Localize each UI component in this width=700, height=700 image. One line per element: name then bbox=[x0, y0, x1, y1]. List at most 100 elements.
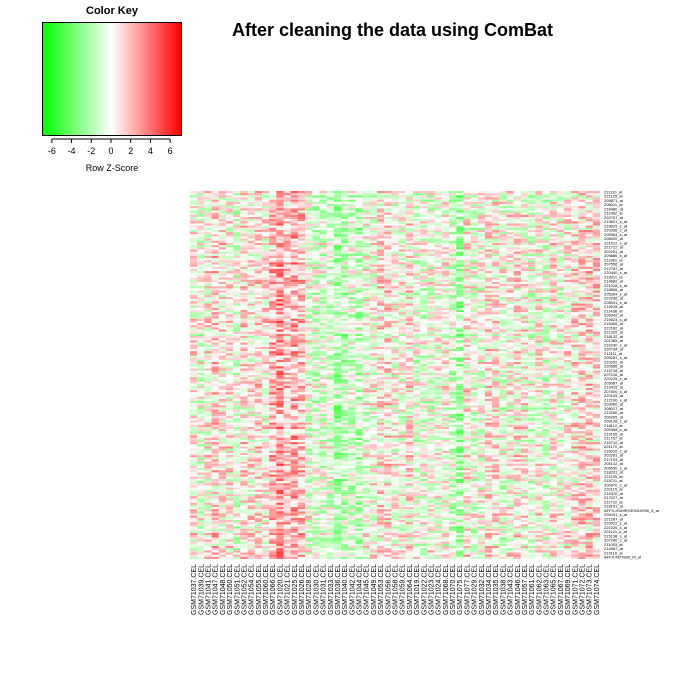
heatmap-cell bbox=[355, 277, 363, 280]
heatmap-cell bbox=[542, 260, 550, 263]
heatmap-cell bbox=[305, 195, 313, 198]
heatmap-cell bbox=[197, 227, 205, 231]
heatmap-cell bbox=[297, 193, 306, 196]
heatmap-cell bbox=[384, 225, 392, 228]
heatmap-cell bbox=[369, 288, 378, 291]
heatmap-cell bbox=[283, 266, 291, 269]
heatmap-cell bbox=[312, 203, 320, 207]
heatmap-cell bbox=[542, 238, 550, 241]
heatmap-cell bbox=[528, 279, 536, 282]
heatmap-cell bbox=[297, 305, 306, 308]
heatmap-cell bbox=[535, 245, 543, 248]
heatmap-cell bbox=[355, 238, 363, 241]
heatmap-cell bbox=[585, 245, 593, 248]
heatmap-cell bbox=[535, 303, 543, 306]
heatmap-cell bbox=[484, 281, 493, 285]
heatmap-cell bbox=[283, 294, 291, 298]
heatmap-cell bbox=[405, 245, 414, 248]
heatmap-cell bbox=[233, 223, 241, 226]
heatmap-cell bbox=[578, 247, 586, 250]
heatmap-cell bbox=[513, 297, 521, 300]
heatmap-cell bbox=[247, 203, 255, 207]
heatmap-cell bbox=[225, 214, 234, 218]
heatmap-cell bbox=[276, 262, 284, 265]
heatmap-cell bbox=[499, 229, 507, 233]
heatmap-cell bbox=[556, 290, 565, 293]
heatmap-cell bbox=[463, 219, 471, 222]
heatmap-cell bbox=[448, 240, 457, 243]
heatmap-cell bbox=[297, 262, 306, 265]
heatmap-cell bbox=[348, 197, 356, 200]
heatmap-cell bbox=[333, 255, 342, 259]
heatmap-cell bbox=[549, 199, 557, 202]
heatmap-cell bbox=[218, 212, 227, 215]
heatmap-cell bbox=[434, 268, 442, 272]
heatmap-cell bbox=[297, 258, 306, 261]
heatmap-cell bbox=[355, 255, 363, 259]
heatmap-cell bbox=[420, 266, 428, 269]
heatmap-cell bbox=[441, 253, 449, 256]
heatmap-cell bbox=[492, 223, 500, 226]
heatmap-cell bbox=[384, 227, 392, 231]
heatmap-cell bbox=[240, 247, 248, 250]
heatmap-cell bbox=[391, 305, 399, 308]
heatmap-cell bbox=[369, 264, 378, 267]
heatmap-cell bbox=[412, 219, 421, 222]
heatmap-cell bbox=[535, 249, 543, 252]
heatmap-cell bbox=[247, 292, 255, 295]
heatmap-cell bbox=[549, 208, 557, 211]
heatmap-cell bbox=[592, 288, 600, 291]
heatmap-cell bbox=[506, 277, 514, 280]
heatmap-cell bbox=[506, 290, 514, 293]
heatmap-cell bbox=[542, 303, 550, 306]
heatmap-cell bbox=[355, 275, 363, 278]
heatmap-cell bbox=[448, 210, 457, 213]
heatmap-cell bbox=[448, 219, 457, 222]
heatmap-cell bbox=[247, 208, 255, 211]
heatmap-cell bbox=[312, 208, 320, 211]
heatmap-cell bbox=[197, 201, 205, 205]
heatmap-cell bbox=[499, 264, 507, 267]
heatmap-cell bbox=[492, 197, 500, 200]
heatmap-cell bbox=[405, 197, 414, 200]
heatmap-cell bbox=[441, 240, 449, 243]
heatmap-cell bbox=[499, 260, 507, 263]
heatmap-cell bbox=[513, 208, 521, 211]
heatmap-cell bbox=[384, 271, 392, 274]
heatmap-cell bbox=[326, 277, 334, 280]
heatmap-cell bbox=[456, 238, 464, 241]
heatmap-cell bbox=[326, 216, 334, 220]
heatmap-cell bbox=[564, 292, 572, 295]
heatmap-cell bbox=[571, 251, 579, 254]
heatmap-cell bbox=[592, 292, 600, 295]
heatmap-cell bbox=[513, 249, 521, 252]
heatmap-cell bbox=[535, 305, 543, 308]
heatmap-cell bbox=[412, 238, 421, 241]
heatmap-cell bbox=[362, 219, 370, 222]
heatmap-cell bbox=[377, 219, 385, 222]
heatmap-cell bbox=[477, 253, 485, 256]
heatmap-cell bbox=[319, 227, 327, 231]
heatmap-cell bbox=[441, 249, 449, 252]
heatmap-cell bbox=[549, 253, 557, 256]
heatmap-cell bbox=[247, 206, 255, 209]
heatmap-cell bbox=[434, 255, 442, 259]
heatmap-cell bbox=[377, 258, 385, 261]
heatmap-cell bbox=[398, 299, 406, 302]
heatmap-cell bbox=[456, 227, 464, 231]
heatmap-cell bbox=[564, 214, 572, 218]
heatmap-cell bbox=[355, 197, 363, 200]
heatmap-cell bbox=[319, 251, 327, 254]
heatmap-cell bbox=[384, 255, 392, 259]
heatmap-cell bbox=[484, 268, 493, 272]
heatmap-cell bbox=[412, 199, 421, 202]
heatmap-cell bbox=[499, 236, 507, 239]
heatmap-cell bbox=[369, 305, 378, 308]
heatmap-cell bbox=[520, 290, 529, 293]
heatmap-cell bbox=[578, 303, 586, 306]
heatmap-cell bbox=[218, 262, 227, 265]
heatmap-cell bbox=[240, 255, 248, 259]
heatmap-cell bbox=[190, 232, 198, 235]
heatmap-cell bbox=[276, 281, 284, 285]
heatmap-cell bbox=[499, 203, 507, 207]
